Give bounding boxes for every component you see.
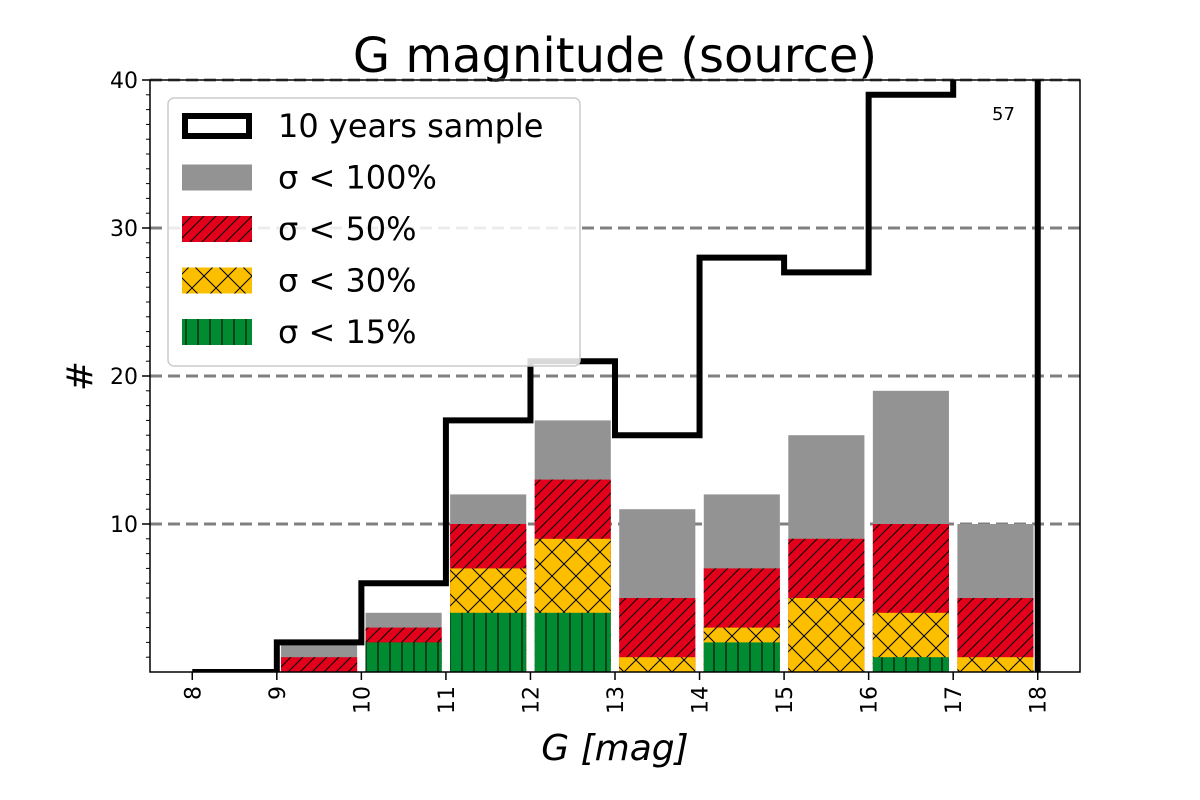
y-tick-label: 30: [110, 217, 138, 242]
x-tick-label: 17: [942, 686, 967, 714]
y-tick-label: 10: [110, 513, 138, 538]
bar-hatch-s15: [534, 612, 611, 672]
bar-hatch-s30: [957, 657, 1034, 672]
legend-box: [167, 97, 581, 367]
legend-swatch-step: [182, 113, 252, 139]
x-tick-label: 9: [266, 686, 291, 700]
legend-swatch-s100: [182, 164, 252, 191]
bar-hatch-s30: [788, 598, 865, 672]
legend-label: σ < 30%: [278, 262, 417, 300]
bars: [281, 390, 1034, 672]
legend: 10 years sample σ < 100% σ < 50% σ < 30% σ <…: [167, 97, 581, 367]
y-axis-label: #: [60, 361, 101, 391]
legend-swatch-hatch-s50: [182, 216, 252, 242]
bar-hatch-s15: [872, 657, 949, 672]
legend-label: σ < 50%: [278, 210, 417, 248]
overflow-count-label: 57: [992, 104, 1015, 125]
x-tick-label: 8: [181, 686, 206, 700]
legend-label: σ < 15%: [278, 313, 417, 351]
x-axis: 8 9 10 11 12 13 14 15 16 17 18: [181, 672, 1052, 714]
y-tick-label: 40: [110, 69, 138, 94]
x-tick-label: 10: [350, 686, 375, 714]
step-line-path: [192, 80, 1041, 672]
y-tick-label: 20: [110, 365, 138, 390]
legend-swatch-hatch-s15: [182, 319, 252, 345]
chart-title: G magnitude (source): [353, 28, 877, 84]
x-tick-label: 14: [689, 686, 714, 714]
bar-hatch-s50: [281, 657, 358, 672]
x-tick-label: 15: [773, 686, 798, 714]
x-tick-label: 12: [519, 686, 544, 714]
x-tick-label: 13: [604, 686, 629, 714]
x-axis-label: G [mag]: [541, 728, 688, 769]
sample-step-line: [192, 80, 1041, 672]
bar-hatch-s30: [619, 657, 696, 672]
y-axis: 10 20 30 40: [110, 69, 150, 658]
annotations: 57: [992, 104, 1015, 125]
bar-hatch-s15: [703, 642, 780, 672]
legend-label: σ < 100%: [278, 159, 437, 197]
x-tick-label: 16: [858, 686, 883, 714]
x-tick-label: 18: [1027, 686, 1052, 714]
bar-hatch-s15: [365, 642, 442, 672]
bar-hatch-s15: [450, 612, 527, 672]
x-tick-label: 11: [435, 686, 460, 714]
legend-label: 10 years sample: [278, 107, 543, 145]
legend-swatch-hatch-s30: [182, 267, 252, 294]
